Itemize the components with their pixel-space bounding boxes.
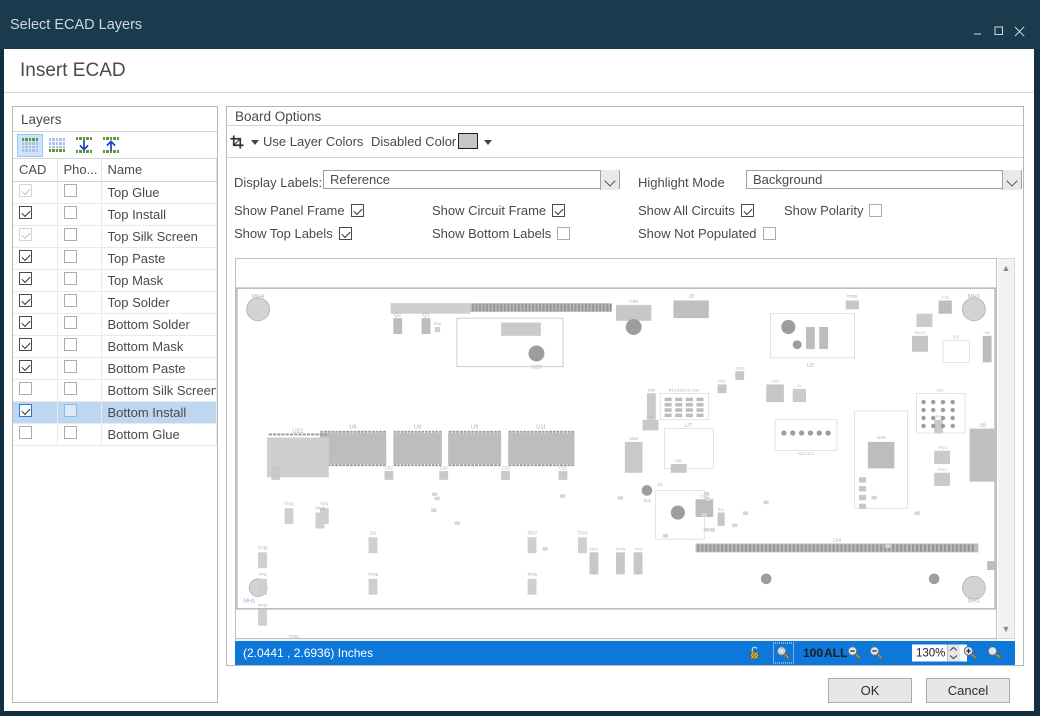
- svg-text:TP23: TP23: [577, 531, 588, 536]
- svg-text:TP29: TP29: [368, 572, 379, 577]
- svg-text:C52: C52: [385, 465, 393, 470]
- svg-text:TP41: TP41: [284, 502, 295, 507]
- svg-text:TP40: TP40: [288, 634, 299, 638]
- svg-text:MH3: MH3: [968, 294, 980, 300]
- svg-text:TP13: TP13: [937, 445, 947, 450]
- svg-text:R32: R32: [718, 379, 725, 384]
- svg-text:U23: U23: [531, 365, 542, 371]
- svg-text:TP25: TP25: [527, 572, 538, 577]
- svg-text:U6: U6: [349, 425, 356, 431]
- svg-text:U11: U11: [536, 425, 546, 431]
- svg-text:TP3: TP3: [634, 547, 642, 552]
- svg-text:TP30: TP30: [847, 294, 858, 299]
- svg-text:C56: C56: [629, 299, 638, 305]
- svg-text:U3: U3: [953, 334, 960, 340]
- svg-text:U9: U9: [471, 425, 478, 431]
- svg-text:C32: C32: [559, 465, 567, 470]
- svg-text:U20: U20: [877, 435, 886, 441]
- svg-text:L1: L1: [797, 383, 802, 388]
- svg-text:D1: D1: [657, 482, 663, 487]
- svg-text:U22: U22: [629, 436, 638, 442]
- svg-text:Q2: Q2: [394, 312, 401, 318]
- svg-text:U21: U21: [292, 428, 304, 435]
- svg-text:C51: C51: [272, 465, 280, 470]
- svg-text:C35: C35: [674, 458, 682, 463]
- svg-text:J14: J14: [643, 498, 651, 504]
- svg-text:R22 R23: R22 R23: [798, 451, 814, 456]
- svg-text:TP28: TP28: [315, 506, 326, 511]
- svg-text:TP21: TP21: [589, 547, 599, 552]
- svg-text:R5 C3: R5 C3: [915, 331, 925, 335]
- svg-text:TP27: TP27: [527, 531, 538, 536]
- svg-text:R11: R11: [937, 388, 945, 393]
- svg-text:MH1: MH1: [243, 599, 255, 605]
- svg-text:TP38: TP38: [257, 546, 268, 551]
- svg-text:U5: U5: [979, 423, 986, 429]
- svg-text:J9: J9: [688, 294, 694, 300]
- svg-text:Q1: Q1: [422, 312, 429, 318]
- svg-text:R21: R21: [718, 508, 725, 512]
- svg-text:U4: U4: [985, 330, 991, 335]
- svg-text:C31: C31: [502, 465, 510, 470]
- svg-text:MH4: MH4: [252, 294, 265, 300]
- svg-text:TP37: TP37: [257, 603, 268, 608]
- svg-text:LS4: LS4: [833, 538, 842, 544]
- svg-text:TP43: TP43: [616, 547, 626, 552]
- svg-text:MH2: MH2: [968, 599, 980, 605]
- svg-text:U7: U7: [685, 423, 692, 429]
- svg-text:C11: C11: [942, 295, 950, 300]
- svg-text:TP6: TP6: [259, 572, 267, 577]
- svg-text:R26: R26: [434, 321, 442, 326]
- svg-text:C53: C53: [647, 414, 655, 419]
- svg-text:U10: U10: [771, 379, 779, 384]
- svg-text:R30: R30: [648, 388, 656, 393]
- svg-text:J10: J10: [370, 531, 377, 536]
- svg-text:U2: U2: [807, 363, 814, 369]
- svg-text:R33: R33: [736, 365, 744, 370]
- svg-text:C30: C30: [440, 465, 448, 470]
- svg-text:U8: U8: [414, 425, 421, 431]
- svg-text:TP12: TP12: [937, 467, 947, 472]
- svg-text:R19 R18 R17 R16: R19 R18 R17 R16: [669, 389, 699, 393]
